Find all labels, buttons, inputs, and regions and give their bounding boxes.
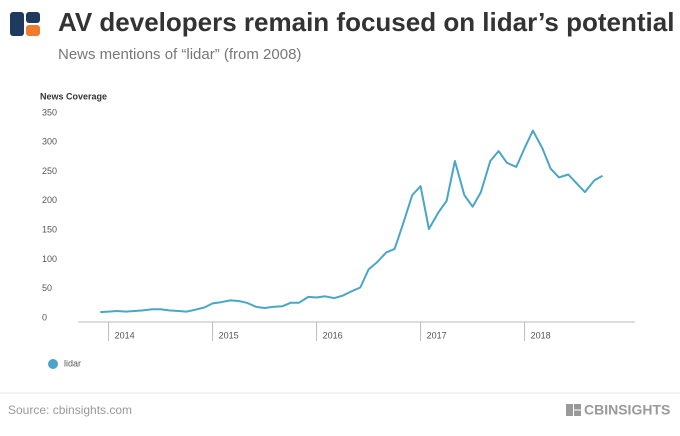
x-tick-label: 2017 xyxy=(427,330,447,340)
legend-label: lidar xyxy=(64,358,81,368)
y-tick-label: 0 xyxy=(42,312,47,322)
y-tick-label: 100 xyxy=(42,254,57,264)
x-tick-label: 2018 xyxy=(531,330,551,340)
y-tick-label: 300 xyxy=(42,137,57,147)
y-tick-label: 50 xyxy=(42,283,52,293)
x-tick-label: 2015 xyxy=(219,330,239,340)
y-tick-label: 200 xyxy=(42,195,57,205)
y-tick-label: 150 xyxy=(42,225,57,235)
data-line xyxy=(100,129,604,314)
x-tick-label: 2014 xyxy=(115,330,135,340)
brand-icon xyxy=(566,404,581,416)
y-axis-label: News Coverage xyxy=(40,91,107,101)
x-tick-label: 2016 xyxy=(323,330,343,340)
legend-swatch xyxy=(48,359,58,369)
chart-subtitle: News mentions of “lidar” (from 2008) xyxy=(58,46,301,63)
y-tick-label: 350 xyxy=(42,107,57,117)
chart-title: AV developers remain focused on lidar’s … xyxy=(58,7,674,37)
brand: CBINSIGHTS xyxy=(584,402,670,418)
source: Source: cbinsights.com xyxy=(8,403,132,417)
y-tick-label: 250 xyxy=(42,166,57,176)
logo-icon xyxy=(10,12,40,36)
